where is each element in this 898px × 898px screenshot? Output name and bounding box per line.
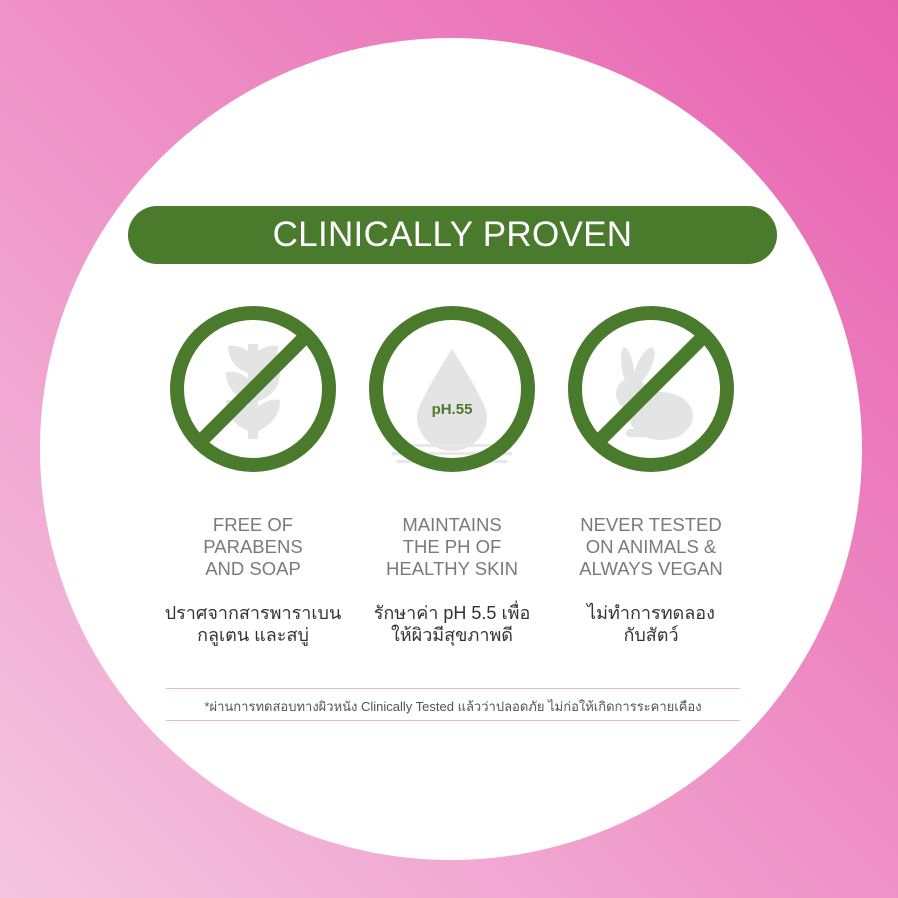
feature-th-line: กับสัตว์ xyxy=(623,625,679,645)
feature-th-line: ปราศจากสารพาราเบน xyxy=(164,603,342,623)
feature-en-line: HEALTHY SKIN xyxy=(386,558,518,579)
feature-en-line: FREE OF xyxy=(212,514,294,535)
feature-parabens: FREE OF PARABENS AND SOAP ปราศจากสารพาราเบ… xyxy=(153,514,353,646)
feature-th-line: กลูเตน และสบู่ xyxy=(197,625,309,645)
no-parabens-leaf-icon xyxy=(170,306,336,472)
feature-en-line: ALWAYS VEGAN xyxy=(579,558,723,579)
feature-en-line: THE PH OF xyxy=(402,536,502,557)
feature-animal-testing: NEVER TESTED ON ANIMALS & ALWAYS VEGAN ไม่… xyxy=(551,514,751,646)
ph-badge: pH.55 xyxy=(432,401,473,418)
footnote: *ผ่านการทดสอบทางผิวหนัง Clinically Teste… xyxy=(204,699,702,714)
feature-th-line: ไม่ทำการทดลอง xyxy=(587,603,715,623)
divider xyxy=(166,688,740,689)
no-animal-testing-rabbit-icon xyxy=(568,306,734,472)
feature-th-line: ให้ผิวมีสุขภาพดี xyxy=(391,625,513,645)
feature-en-line: AND SOAP xyxy=(205,558,301,579)
feature-en-line: PARABENS xyxy=(203,536,303,557)
feature-en-line: ON ANIMALS & xyxy=(585,536,717,557)
feature-ph: MAINTAINS THE PH OF HEALTHY SKIN รักษาค่า … xyxy=(352,514,552,646)
feature-en-line: MAINTAINS xyxy=(402,514,502,535)
divider xyxy=(166,720,740,721)
banner-title: CLINICALLY PROVEN xyxy=(128,206,777,264)
feature-th-line: รักษาค่า pH 5.5 เพื่อ xyxy=(373,603,531,623)
ph-drop-icon: pH.55 xyxy=(369,306,535,472)
feature-en-line: NEVER TESTED xyxy=(580,514,722,535)
